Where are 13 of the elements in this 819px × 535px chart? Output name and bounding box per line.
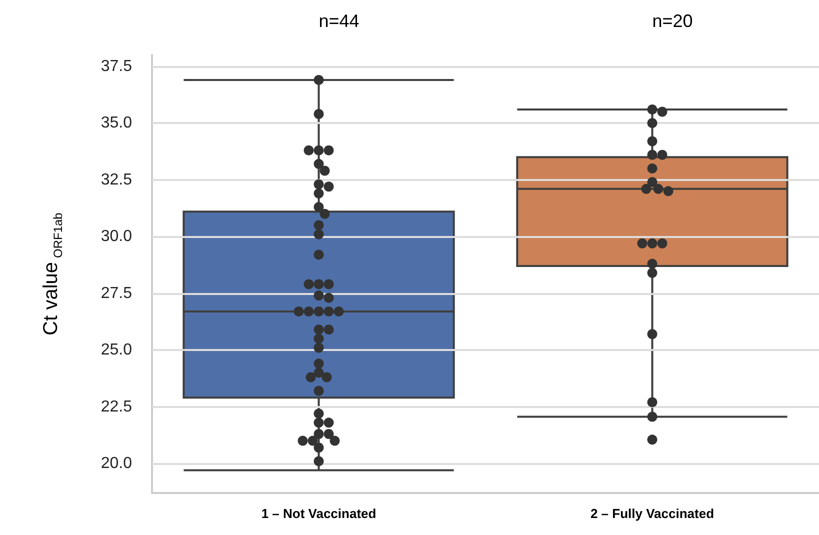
y-tick-label: 37.5 bbox=[100, 58, 132, 75]
y-tick-label: 27.5 bbox=[100, 284, 132, 302]
x-tick-label: 2 – Fully Vaccinated bbox=[590, 506, 714, 521]
y-axis-title: Ct valueORF1ab bbox=[40, 212, 65, 336]
y-tick-label: 35.0 bbox=[100, 114, 132, 132]
y-tick-label: 30.0 bbox=[100, 228, 132, 246]
x-tick-label: 1 – Not Vaccinated bbox=[261, 506, 376, 521]
y-tick-label: 20.0 bbox=[100, 454, 132, 472]
y-tick-label: 32.5 bbox=[100, 171, 132, 188]
y-tick-label: 25.0 bbox=[100, 342, 132, 359]
y-tick-label: 22.5 bbox=[100, 398, 132, 416]
text: n=44 bbox=[318, 11, 360, 31]
text: n=20 bbox=[652, 11, 693, 31]
